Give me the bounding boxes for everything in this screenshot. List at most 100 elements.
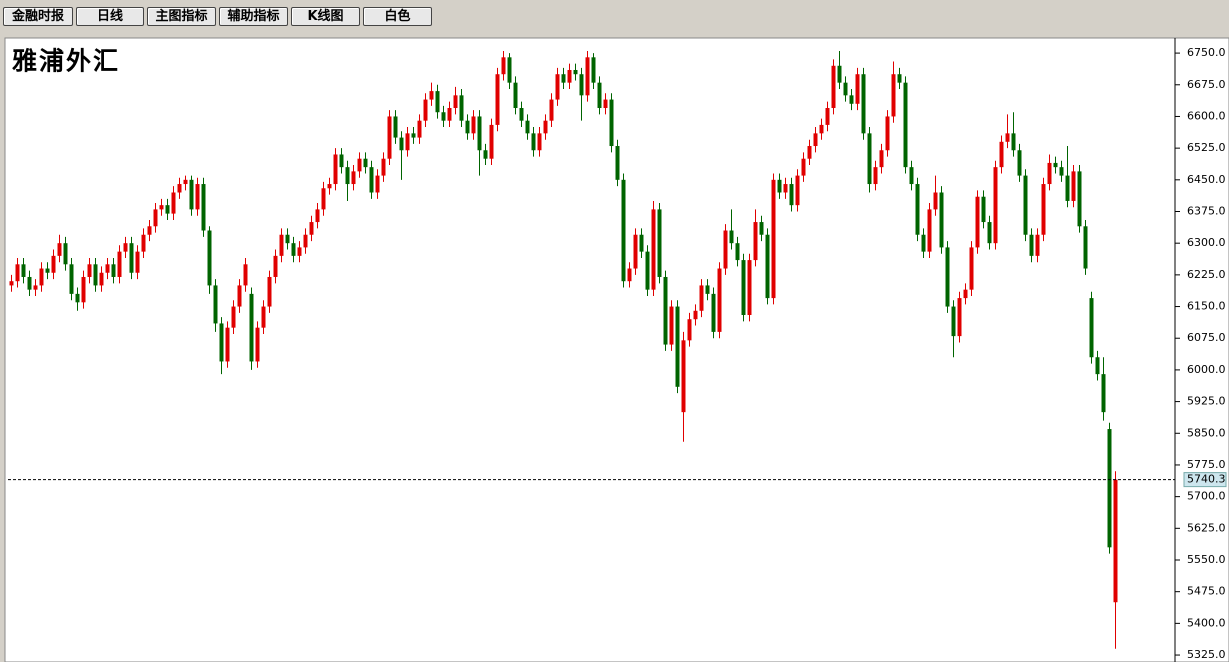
candle-body — [1107, 429, 1112, 548]
candle-body — [927, 209, 932, 252]
candle-body — [243, 264, 248, 286]
candle-body — [285, 234, 290, 244]
candle-body — [831, 65, 836, 109]
y-tick-label: 6075.0 — [1187, 331, 1226, 344]
last-price-box — [1183, 472, 1227, 488]
candle-body — [597, 82, 602, 109]
candle-body — [1071, 171, 1076, 201]
toolbar-button[interactable]: 日线 — [76, 7, 144, 26]
candle-body — [303, 234, 308, 248]
candle-body — [183, 179, 188, 185]
candle-body — [327, 184, 332, 189]
candle-body — [417, 120, 422, 138]
candle-body — [777, 179, 782, 193]
y-tick-label: 5625.0 — [1187, 521, 1226, 534]
candle-body — [1041, 184, 1046, 235]
candle-body — [447, 108, 452, 121]
candle-body — [459, 95, 464, 121]
candle-body — [195, 184, 200, 210]
candle-body — [513, 82, 518, 109]
candle-body — [687, 319, 692, 341]
candle-body — [363, 158, 368, 168]
candle-body — [33, 285, 38, 290]
candle-body — [771, 179, 776, 299]
y-tick-label: 6375.0 — [1187, 205, 1226, 218]
candle-body — [1101, 374, 1106, 413]
y-tick-label: 6150.0 — [1187, 300, 1226, 313]
candle-body — [387, 116, 392, 159]
y-tick-label: 6450.0 — [1187, 173, 1226, 186]
candle-body — [117, 251, 122, 277]
candle-body — [87, 264, 92, 277]
candle-body — [639, 234, 644, 252]
y-tick-label: 5475.0 — [1187, 585, 1226, 598]
candle-body — [975, 196, 980, 248]
candle-body — [801, 158, 806, 176]
candle-body — [579, 74, 584, 96]
candle-body — [531, 133, 536, 151]
candle-body — [1011, 133, 1016, 151]
candle-body — [9, 281, 14, 286]
candle-body — [483, 150, 488, 159]
candle-body — [291, 243, 296, 256]
candle-body — [651, 209, 656, 290]
toolbar-button[interactable]: 主图指标 — [147, 7, 216, 26]
candle-body — [585, 57, 590, 96]
candle-body — [435, 91, 440, 113]
candle-body — [519, 108, 524, 121]
candle-body — [921, 234, 926, 252]
candle-body — [891, 74, 896, 117]
y-tick-label: 5550.0 — [1187, 553, 1226, 566]
candle-body — [123, 243, 128, 252]
candle-body — [981, 196, 986, 223]
candle-body — [1089, 298, 1094, 358]
candle-body — [711, 293, 716, 332]
candle-body — [159, 205, 164, 210]
candle-body — [471, 116, 476, 134]
candle-body — [81, 276, 86, 303]
candle-body — [453, 95, 458, 109]
chart-frame — [4, 37, 1229, 662]
toolbar-button[interactable]: 金融时报 — [3, 7, 73, 26]
y-tick-label: 5850.0 — [1187, 426, 1226, 439]
toolbar-button[interactable]: K线图 — [291, 7, 360, 26]
toolbar: 金融时报 日线 主图指标 辅助指标 K线图 白色 — [0, 0, 1229, 30]
candle-body — [27, 276, 32, 290]
candle-body — [573, 69, 578, 75]
candle-body — [507, 57, 512, 83]
candle-body — [549, 99, 554, 121]
candle-body — [213, 285, 218, 324]
candle-body — [129, 243, 134, 273]
candle-body — [1113, 479, 1118, 603]
candle-body — [225, 327, 230, 362]
candle-body — [867, 133, 872, 185]
candle-body — [153, 209, 158, 227]
candle-body — [717, 268, 722, 332]
candle-body — [501, 57, 506, 75]
candle-body — [429, 91, 434, 100]
candle-body — [765, 234, 770, 299]
candle-body — [315, 209, 320, 223]
candle-body — [1023, 175, 1028, 235]
candle-body — [969, 247, 974, 290]
candle-body — [423, 99, 428, 121]
candle-body — [627, 268, 632, 282]
candle-body — [135, 251, 140, 273]
candle-body — [1017, 150, 1022, 176]
y-tick-label: 5325.0 — [1187, 648, 1226, 661]
candle-body — [333, 154, 338, 185]
candle-body — [207, 230, 212, 286]
candle-body — [171, 192, 176, 214]
candle-body — [357, 158, 362, 172]
candle-body — [789, 184, 794, 206]
candle-body — [15, 264, 20, 282]
toolbar-button[interactable]: 辅助指标 — [219, 7, 288, 26]
candle-body — [489, 124, 494, 159]
candle-body — [909, 167, 914, 185]
candle-body — [111, 264, 116, 277]
candle-body — [873, 167, 878, 185]
candle-body — [411, 133, 416, 138]
toolbar-button[interactable]: 白色 — [363, 7, 432, 26]
candle-body — [657, 209, 662, 277]
